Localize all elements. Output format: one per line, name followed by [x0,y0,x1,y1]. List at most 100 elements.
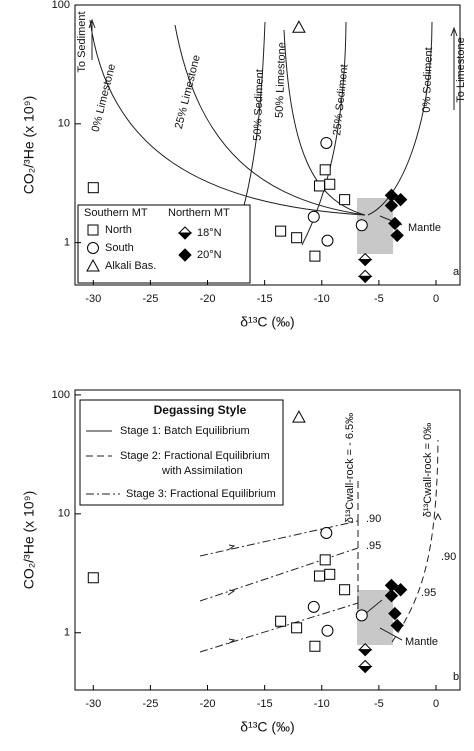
marker-triangle [292,20,306,33]
marker-circle [321,234,334,247]
marker-circle [307,210,320,223]
annotation: 50% Sediment [252,69,266,141]
marker-square [87,572,99,584]
y-axis-label: CO₂/³He (x 10⁹) [21,491,37,590]
x-tick-label: -20 [200,698,216,710]
x-axis-label: δ¹³C (‰) [240,314,294,330]
x-tick-label: -20 [200,293,216,305]
marker-half [357,259,373,267]
plot-frame [74,389,461,691]
annotation: Degassing Style [154,403,247,417]
marker-square [291,232,303,244]
y-tick-label: 10 [58,118,70,130]
marker-circle [87,242,99,254]
annotation: Stage 1: Batch Equilibrium [120,425,250,437]
annotation: b [453,671,459,683]
marker-square [319,164,331,176]
marker-square [291,622,303,634]
marker-diamond [390,618,404,633]
y-tick-label: 100 [52,389,70,401]
x-tick-label: -10 [314,293,330,305]
marker-square [87,224,99,236]
x-tick-label: -30 [85,698,101,710]
annotation: To Sediment [76,11,88,72]
marker-half [357,252,373,261]
annotation: a [453,266,460,278]
legend-title: Southern MT [84,207,148,219]
marker-square [319,554,331,566]
x-tick-label: -5 [374,698,384,710]
legend-label: 20°N [197,249,222,261]
annotation: .90 [441,551,456,563]
marker-triangle [86,258,100,272]
marker-square [309,640,321,652]
legend-label: North [105,224,132,236]
marker-square [313,570,325,582]
marker-diamond [384,198,399,213]
annotation: .95 [366,540,381,552]
marker-triangle [292,410,306,423]
marker-square [324,178,336,190]
annotation: 0% Sediment [421,47,435,113]
annotation: Mantle [408,222,441,234]
marker-diamond [390,228,404,243]
x-tick-label: -15 [257,293,273,305]
legend-box [79,399,284,506]
mixing-curves [88,18,458,246]
y-tick-label: 100 [52,0,70,11]
plot-frame [74,4,461,286]
marker-circle [320,136,333,149]
y-tick-label: 10 [58,508,70,520]
marker-half-diamond [177,226,193,240]
marker-square [339,584,351,596]
marker-diamond [388,216,402,231]
marker-half [357,269,373,277]
annotation: To Limestone [455,37,467,102]
marker-diamond [393,583,408,597]
marker-square [87,182,99,194]
marker-circle [355,609,368,622]
marker-diamond [178,248,192,262]
marker-square [275,225,287,237]
annotation: δ¹³Cwall-rock = 0‰ [422,423,434,517]
annotation: .95 [421,587,436,599]
x-axis-label: δ¹³C (‰) [240,719,294,735]
marker-half [177,232,193,240]
x-tick-label: 0 [433,698,439,710]
marker-circle [321,624,334,637]
annotation: with Assimilation [161,465,243,477]
x-tick-label: -25 [142,293,158,305]
marker-square [313,180,325,192]
legend-keys [86,430,120,495]
x-tick-label: -30 [85,293,101,305]
annotation: Mantle [405,636,438,648]
annotation: 50% Limestone [274,42,289,118]
marker-half-diamond [357,269,373,284]
annotation: 25% Limestone [173,54,203,130]
annotation: Stage 3: Fractional Equilibrium [126,488,276,500]
marker-square [324,568,336,580]
y-tick-label: 1 [64,237,70,249]
legend-label: South [105,242,134,254]
x-tick-label: -15 [257,698,273,710]
legend-box [77,204,251,284]
x-tick-label: -25 [142,698,158,710]
marker-half [357,649,373,657]
marker-half [357,659,373,668]
annotation: δ¹³Cwall-rock = - 6.5‰ [344,413,356,523]
legend-label: Alkali Bas. [105,260,156,272]
annotation: Stage 2: Fractional Equilibrium [120,450,270,462]
marker-square [309,250,321,262]
marker-half [357,275,373,284]
legend-label: 18°N [197,227,222,239]
marker-circle [320,526,333,539]
marker-half-diamond [357,252,373,267]
marker-half [357,666,373,674]
x-tick-label: -5 [374,293,384,305]
y-axis-label: CO₂/³He (x 10⁹) [21,96,37,195]
marker-diamond [384,588,399,603]
marker-half-diamond [357,659,373,674]
annotation: 25% Sediment [331,64,350,136]
